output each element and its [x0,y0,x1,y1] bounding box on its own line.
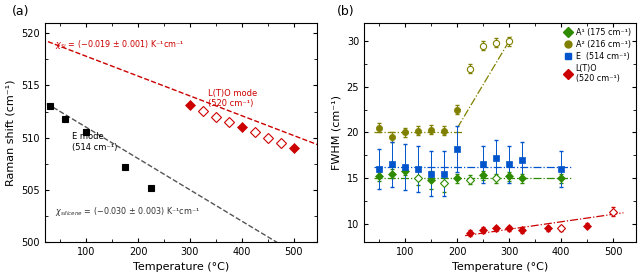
Y-axis label: Raman shift (cm⁻¹): Raman shift (cm⁻¹) [6,79,15,186]
Text: $\chi_{Si}$ = (−0.019 ± 0.001) K⁻¹cm⁻¹: $\chi_{Si}$ = (−0.019 ± 0.001) K⁻¹cm⁻¹ [55,38,185,51]
Text: (b): (b) [336,6,354,18]
Text: L(T)O mode
(520 cm⁻¹): L(T)O mode (520 cm⁻¹) [208,89,257,108]
Text: (a): (a) [12,6,30,18]
Y-axis label: FWHM (cm⁻¹): FWHM (cm⁻¹) [331,95,341,170]
Text: E mode
(514 cm⁻¹): E mode (514 cm⁻¹) [72,132,117,152]
X-axis label: Temperature (°C): Temperature (°C) [452,262,548,272]
Legend: A¹ (175 cm⁻¹), A² (216 cm⁻¹), E  (514 cm⁻¹), L(T)O
(520 cm⁻¹): A¹ (175 cm⁻¹), A² (216 cm⁻¹), E (514 cm⁻… [563,27,632,85]
X-axis label: Temperature (°C): Temperature (°C) [133,262,229,272]
Text: $\chi_{silicene}$ = (−0.030 ± 0.003) K⁻¹cm⁻¹: $\chi_{silicene}$ = (−0.030 ± 0.003) K⁻¹… [55,205,201,218]
